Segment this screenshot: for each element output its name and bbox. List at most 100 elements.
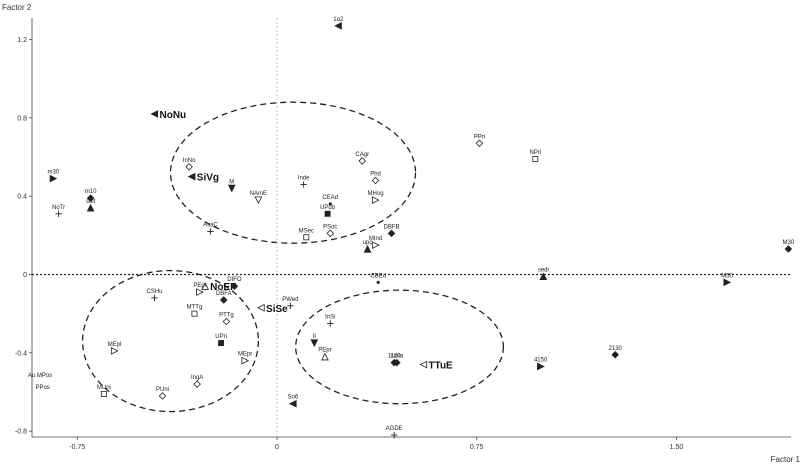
point-marker	[328, 202, 332, 206]
point-label: PPos	[35, 385, 49, 391]
data-point: M	[227, 179, 236, 193]
data-point: M50	[721, 273, 734, 287]
data-point: MInd	[369, 236, 382, 249]
x-tick-label: 1.50	[670, 444, 684, 451]
point-marker	[150, 110, 159, 118]
point-label: AsaC	[203, 222, 218, 228]
point-label: AGDE	[386, 426, 403, 432]
point-label: PTTg	[219, 312, 234, 318]
point-label: 2130	[609, 346, 623, 352]
data-point: CBEd	[370, 273, 386, 284]
point-label: DBFB	[384, 224, 400, 230]
point-label: NAmE	[250, 191, 267, 197]
x-tick-label: -0.75	[69, 444, 85, 451]
point-label: MHog	[368, 191, 384, 197]
data-point: MSec	[299, 228, 314, 241]
data-point: sedi	[538, 267, 549, 281]
point-label: 4150	[534, 358, 548, 364]
data-point: SiSe	[256, 303, 288, 315]
data-point: SiVg	[187, 173, 219, 184]
data-point: CSHu	[146, 289, 163, 302]
x-tick-label: 0.75	[470, 444, 484, 451]
group-label: SiVg	[197, 173, 219, 184]
point-marker	[287, 302, 294, 310]
data-point: MEpr	[238, 352, 252, 365]
data-point: Inde	[298, 175, 310, 188]
data-point: m30	[47, 170, 60, 183]
point-label: So6	[288, 395, 299, 401]
point-label: InSi	[325, 314, 335, 320]
y-tick-label: -0.4	[15, 350, 27, 357]
cluster-ellipse	[81, 269, 260, 413]
point-label: InNo	[183, 158, 196, 164]
point-marker	[784, 245, 793, 253]
data-point: PPos	[35, 385, 49, 391]
point-label: UPub	[320, 205, 336, 211]
point-marker	[371, 176, 380, 185]
point-marker	[110, 347, 119, 355]
point-marker	[393, 358, 401, 367]
point-marker	[196, 288, 204, 296]
point-marker	[230, 282, 239, 291]
point-marker	[334, 21, 342, 30]
point-marker	[475, 139, 484, 148]
point-label: M30	[783, 240, 795, 246]
point-label: MSec	[299, 228, 314, 234]
group-label: TTuE	[428, 361, 453, 372]
data-point: NoTr	[52, 205, 65, 217]
data-point: InNo	[183, 158, 196, 171]
data-point: MEpl	[108, 342, 122, 355]
point-marker	[86, 194, 95, 202]
point-label: Phd	[370, 172, 381, 178]
data-point: PUni	[156, 387, 169, 400]
data-point: NoNu	[150, 110, 186, 121]
data-point: DBFA	[216, 291, 232, 304]
data-point: CAgr	[355, 152, 369, 165]
point-marker	[371, 241, 380, 249]
point-label: IngA	[191, 375, 203, 381]
point-marker	[611, 351, 619, 359]
data-point: II	[310, 334, 319, 348]
axes: 1.2 0.8 0.4 0 -0.4 -0.8 -0.75 0 0.75 1.50	[15, 18, 791, 451]
point-marker	[191, 310, 198, 317]
point-label: DIFO	[227, 277, 242, 283]
data-point: DBFB	[384, 224, 400, 238]
point-marker	[327, 320, 334, 327]
data-point: Phd	[370, 172, 381, 185]
data-point: NPri	[530, 150, 541, 162]
point-label: m30	[47, 170, 59, 176]
point-marker	[193, 380, 201, 388]
data-point: m10	[85, 189, 97, 202]
point-marker	[723, 278, 732, 287]
data-point: M30	[783, 240, 795, 253]
data-point: So6	[288, 395, 299, 408]
data-point: 2130	[609, 346, 623, 359]
cluster-ellipse	[295, 289, 505, 405]
point-label: 1o2	[333, 17, 344, 23]
point-label: DBFA	[216, 291, 232, 297]
data-point: UPub	[320, 205, 336, 217]
point-label: casa	[391, 354, 404, 360]
point-label: M50	[721, 273, 733, 279]
point-marker	[256, 303, 265, 312]
point-marker	[219, 296, 228, 304]
point-label: PEpl	[193, 283, 206, 289]
data-point: IngA	[191, 375, 203, 388]
point-marker	[537, 362, 545, 371]
point-label: UPri	[215, 334, 227, 340]
point-label: m10	[85, 189, 97, 195]
point-label: PWed	[282, 297, 298, 303]
point-label: PUni	[156, 387, 169, 393]
cluster-ellipses	[81, 101, 505, 413]
point-marker	[303, 234, 310, 241]
y-tick-label: 0	[23, 272, 27, 279]
point-label: Inde	[298, 175, 310, 181]
point-marker	[49, 174, 58, 183]
data-point: PEpr	[318, 348, 332, 361]
point-marker	[539, 272, 548, 281]
point-label: MEpl	[108, 342, 122, 348]
data-point: InSi	[325, 314, 335, 327]
point-label: II	[313, 334, 317, 340]
point-label: CBEd	[370, 273, 386, 279]
